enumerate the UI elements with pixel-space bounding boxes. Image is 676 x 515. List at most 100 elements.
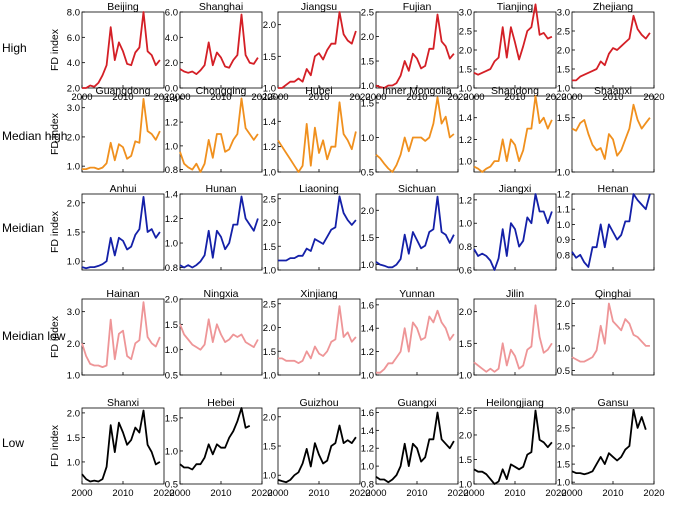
y-tick-label: 1.2 bbox=[165, 118, 178, 129]
panel-tianjing: Tianjing 1.0 1.5 2.0 2.5 3.0 bbox=[459, 1, 557, 95]
panel-title: Jiangsu bbox=[301, 1, 337, 13]
y-tick-label: 2.0 bbox=[165, 295, 178, 306]
panel-shanghai: Shanghai 0.0 2.0 4.0 6.0 bbox=[165, 1, 263, 95]
panel-guangxi: Guangxi 0.8 1.0 1.2 1.4 1.6 bbox=[361, 397, 459, 491]
y-tick-label: 1.5 bbox=[361, 57, 374, 68]
y-tick-label: 2.0 bbox=[67, 408, 80, 419]
panel-gansu: Gansu 1.0 1.5 2.0 2.5 3.0 bbox=[557, 397, 655, 489]
y-tick-label: 1.5 bbox=[557, 460, 570, 471]
x-tick-label: 2000 bbox=[561, 488, 582, 499]
x-tick-label: 2020 bbox=[251, 92, 272, 103]
x-tick-label: 2020 bbox=[153, 488, 174, 499]
y-tick-label: 1.0 bbox=[165, 141, 178, 152]
y-tick-label: 3.0 bbox=[67, 103, 80, 114]
y-tick-label: 6.0 bbox=[67, 33, 80, 44]
panel-jilin: Jilin 1.0 1.5 2.0 bbox=[459, 288, 557, 382]
y-tick-label: 1.0 bbox=[361, 133, 374, 144]
y-tick-label: 2.0 bbox=[67, 198, 80, 209]
y-tick-label: 2.0 bbox=[557, 442, 570, 453]
series-line bbox=[571, 302, 650, 363]
panel-qinghai: Qinghai 0.5 1.0 1.5 2.0 bbox=[557, 288, 655, 377]
x-tick-label: 2010 bbox=[504, 488, 525, 499]
y-tick-label: 1.0 bbox=[361, 462, 374, 473]
series-line bbox=[82, 11, 161, 89]
series-line bbox=[278, 11, 357, 89]
x-tick-label: 2010 bbox=[406, 488, 427, 499]
series-line bbox=[277, 424, 357, 484]
series-line bbox=[375, 96, 455, 173]
panel-title: Beijing bbox=[107, 1, 139, 13]
x-tick-label: 2010 bbox=[602, 92, 623, 103]
panel-anhui: Anhui 1.0 1.5 2.0 FD index bbox=[49, 183, 165, 271]
panel-guizhou: Guizhou 1.0 1.5 2.0 bbox=[263, 397, 361, 485]
panel-frame bbox=[375, 95, 459, 173]
y-tick-label: 0.5 bbox=[557, 366, 570, 377]
y-tick-label: 3.0 bbox=[67, 307, 80, 318]
x-tick-label: 2020 bbox=[349, 92, 370, 103]
x-tick-label: 2020 bbox=[349, 488, 370, 499]
x-tick-label: 2020 bbox=[643, 488, 664, 499]
x-tick-label: 2010 bbox=[112, 92, 133, 103]
x-tick-label: 2010 bbox=[308, 92, 329, 103]
x-tick-label: 2000 bbox=[267, 92, 288, 103]
y-tick-label: 1.0 bbox=[557, 84, 570, 95]
panel-title: Jilin bbox=[506, 288, 524, 300]
y-tick-label: 2.0 bbox=[361, 32, 374, 43]
panel-title: Shaanxi bbox=[594, 85, 632, 97]
y-tick-label: 1.5 bbox=[67, 228, 80, 239]
x-tick-label: 2020 bbox=[447, 488, 468, 499]
y-tick-label: 2.0 bbox=[165, 58, 178, 69]
panel-heilongjiang: Heilongjiang 1.0 1.5 2.0 2.5 bbox=[459, 397, 557, 491]
panel-yunnan: Yunnan 1.0 1.2 1.4 1.6 bbox=[361, 288, 459, 382]
y-tick-label: 1.0 bbox=[459, 480, 472, 491]
y-tick-label: 0.6 bbox=[459, 266, 472, 277]
x-tick-label: 2010 bbox=[602, 488, 623, 499]
y-tick-label: 2.0 bbox=[263, 323, 276, 334]
y-tick-label: 0.9 bbox=[557, 235, 570, 246]
series-line bbox=[81, 301, 161, 369]
series-line bbox=[571, 408, 647, 476]
panel-henan: Henan 0.8 0.9 1.0 1.1 1.2 bbox=[557, 183, 655, 271]
y-tick-label: 1.0 bbox=[263, 266, 276, 277]
y-tick-label: 1.6 bbox=[361, 300, 374, 311]
panel-frame bbox=[179, 11, 263, 89]
y-tick-label: 2.0 bbox=[263, 218, 276, 229]
x-tick-label: 2020 bbox=[545, 92, 566, 103]
y-axis-label: FD index bbox=[49, 112, 61, 155]
panel-fujian: Fujian 1.0 1.5 2.0 2.5 bbox=[361, 1, 459, 92]
y-tick-label: 1.0 bbox=[263, 84, 276, 95]
y-tick-label: 1.0 bbox=[263, 168, 276, 179]
row-label-median-high: Median high bbox=[2, 129, 67, 143]
x-tick-label: 2000 bbox=[71, 92, 92, 103]
y-tick-label: 1.5 bbox=[459, 65, 472, 76]
y-tick-label: 1.0 bbox=[165, 239, 178, 250]
row-label-meidian-low: Meidian low bbox=[2, 329, 66, 343]
panel-title: Hainan bbox=[106, 288, 139, 300]
panel-title: Chongqing bbox=[196, 85, 247, 97]
series-line bbox=[179, 97, 259, 173]
panel-inner-mongolia: Inner Mongolia 0.5 1.0 1.5 bbox=[361, 85, 459, 179]
x-tick-label: 2010 bbox=[406, 92, 427, 103]
y-tick-label: 1.0 bbox=[263, 471, 276, 482]
y-tick-label: 4.0 bbox=[67, 58, 80, 69]
y-axis-label: FD index bbox=[49, 315, 61, 358]
panel-frame bbox=[473, 407, 557, 485]
panel-title: Sichuan bbox=[398, 183, 436, 195]
y-tick-label: 2.5 bbox=[263, 299, 276, 310]
y-tick-label: 0.8 bbox=[165, 263, 178, 274]
panel-hainan: Hainan 1.0 2.0 3.0 FD index bbox=[49, 288, 165, 382]
y-tick-label: 1.0 bbox=[67, 457, 80, 468]
x-tick-label: 2000 bbox=[71, 488, 92, 499]
y-tick-label: 2.0 bbox=[459, 307, 472, 318]
y-tick-label: 1.2 bbox=[557, 190, 570, 201]
x-tick-label: 2010 bbox=[112, 488, 133, 499]
y-tick-label: 2.5 bbox=[459, 406, 472, 417]
x-tick-label: 2000 bbox=[365, 488, 386, 499]
panel-title: Tianjing bbox=[497, 1, 534, 13]
panel-title: Zhejiang bbox=[593, 1, 633, 13]
y-tick-label: 1.5 bbox=[263, 52, 276, 63]
panel-title: Xinjiang bbox=[300, 288, 338, 300]
panel-frame bbox=[179, 298, 263, 376]
y-tick-label: 3.0 bbox=[557, 8, 570, 19]
